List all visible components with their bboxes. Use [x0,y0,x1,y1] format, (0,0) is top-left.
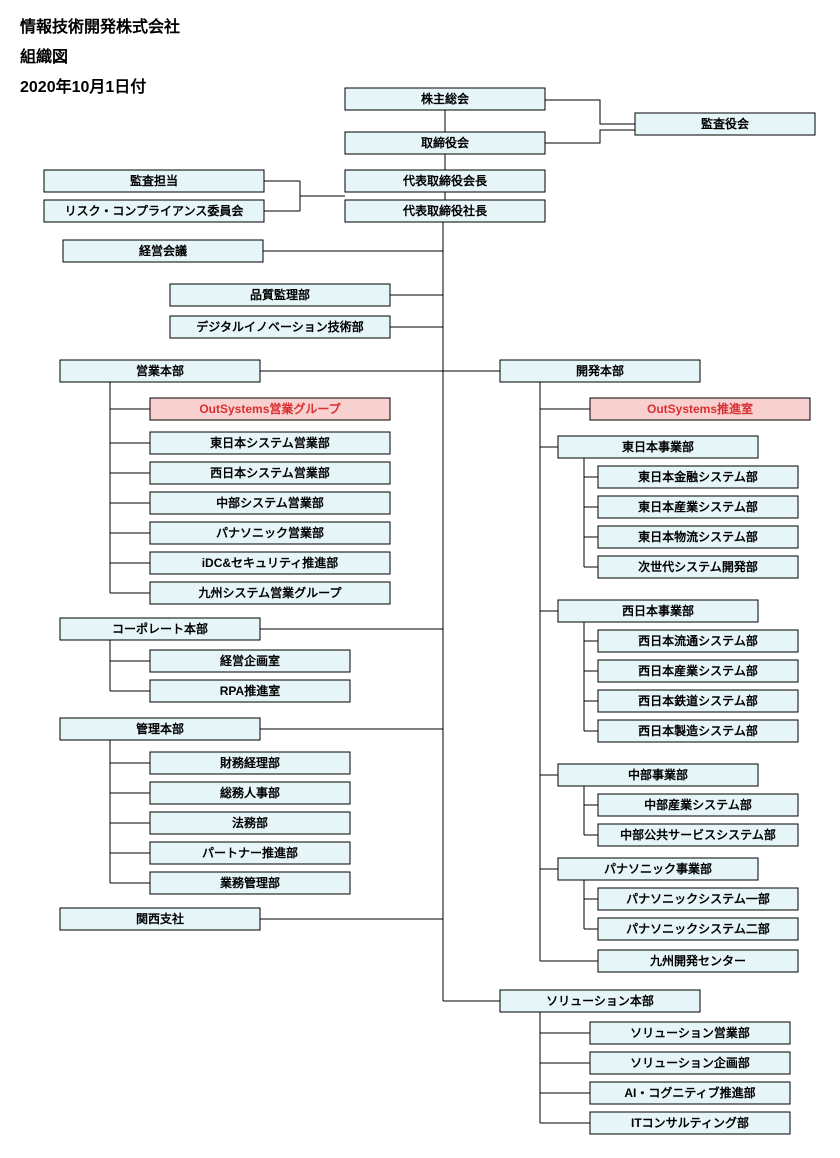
connector [545,130,635,143]
company-name: 情報技術開発株式会社 [20,17,180,36]
org-label-east_sales: 東日本システム営業部 [210,435,330,450]
doc-date: 2020年10月1日付 [20,77,146,96]
org-label-west_rail: 西日本鉄道システム部 [638,693,758,708]
org-label-west_sales: 西日本システム営業部 [210,465,330,480]
org-label-kyushu_sales: 九州システム営業グループ [198,585,343,600]
org-label-east_ind: 東日本産業システム部 [638,499,758,514]
org-label-corp_hq: コーポレート本部 [112,621,208,636]
org-label-chairman: 代表取締役会長 [402,173,488,188]
org-label-pana_sales: パナソニック営業部 [216,525,324,540]
org-label-sales_hq: 営業本部 [136,363,184,378]
org-label-out_dev: OutSystems推進室 [647,401,753,416]
org-label-audit_charge: 監査担当 [130,173,178,188]
org-label-ai: AI・コグニティブ推進部 [624,1085,755,1100]
org-label-chubu_pub: 中部公共サービスシステム部 [620,827,776,842]
org-label-idc: iDC&セキュリティ推進部 [202,555,339,570]
org-label-pana1: パナソニックシステム一部 [626,891,770,906]
org-label-west_mfg: 西日本製造システム部 [638,723,758,738]
org-label-president: 代表取締役社長 [402,203,488,218]
org-label-hr: 総務人事部 [220,785,280,800]
org-label-board: 取締役会 [421,135,470,150]
org-label-bizmgmt: 業務管理部 [219,875,280,890]
org-label-east_fin: 東日本金融システム部 [638,469,758,484]
org-label-legal: 法務部 [232,815,268,830]
org-label-west_dist: 西日本流通システム部 [638,633,758,648]
org-label-sol_sales: ソリューション営業部 [630,1025,750,1040]
org-label-out_sales: OutSystems営業グループ [199,401,341,416]
org-label-shareholders: 株主総会 [421,91,470,106]
org-label-finance: 財務経理部 [219,755,280,770]
org-label-west_biz: 西日本事業部 [622,603,694,618]
org-label-kyushu_dev: 九州開発センター [649,953,746,968]
org-label-rpa: RPA推進室 [220,683,280,698]
org-label-sol_hq: ソリューション本部 [546,993,654,1008]
org-label-chubu_ind: 中部産業システム部 [644,797,752,812]
org-label-pana_biz: パナソニック事業部 [604,861,712,876]
doc-title: 組織図 [20,47,68,66]
org-label-east_log: 東日本物流システム部 [638,529,758,544]
org-label-pana2: パナソニックシステム二部 [626,921,770,936]
org-label-auditors: 監査役会 [701,116,750,131]
org-label-digital: デジタルイノベーション技術部 [196,319,364,334]
org-label-itc: ITコンサルティング部 [631,1115,749,1130]
org-label-admin_hq: 管理本部 [136,721,184,736]
org-label-sol_plan: ソリューション企画部 [630,1055,750,1070]
org-label-dev_hq: 開発本部 [576,363,624,378]
org-label-mgmt_meeting: 経営会議 [139,243,187,258]
org-label-west_ind: 西日本産業システム部 [638,663,758,678]
org-label-kansai: 関西支社 [136,911,184,926]
org-label-partner: パートナー推進部 [202,845,298,860]
connector [545,100,635,124]
org-label-quality: 品質監理部 [250,287,310,302]
org-label-risk: リスク・コンプライアンス委員会 [65,203,245,218]
org-label-chubu_biz: 中部事業部 [628,767,688,782]
org-label-chubu_sales: 中部システム営業部 [216,495,324,510]
org-label-nextgen: 次世代システム開発部 [638,559,758,574]
org-label-east_biz: 東日本事業部 [622,439,694,454]
org-label-mgmt_plan: 経営企画室 [220,653,280,668]
